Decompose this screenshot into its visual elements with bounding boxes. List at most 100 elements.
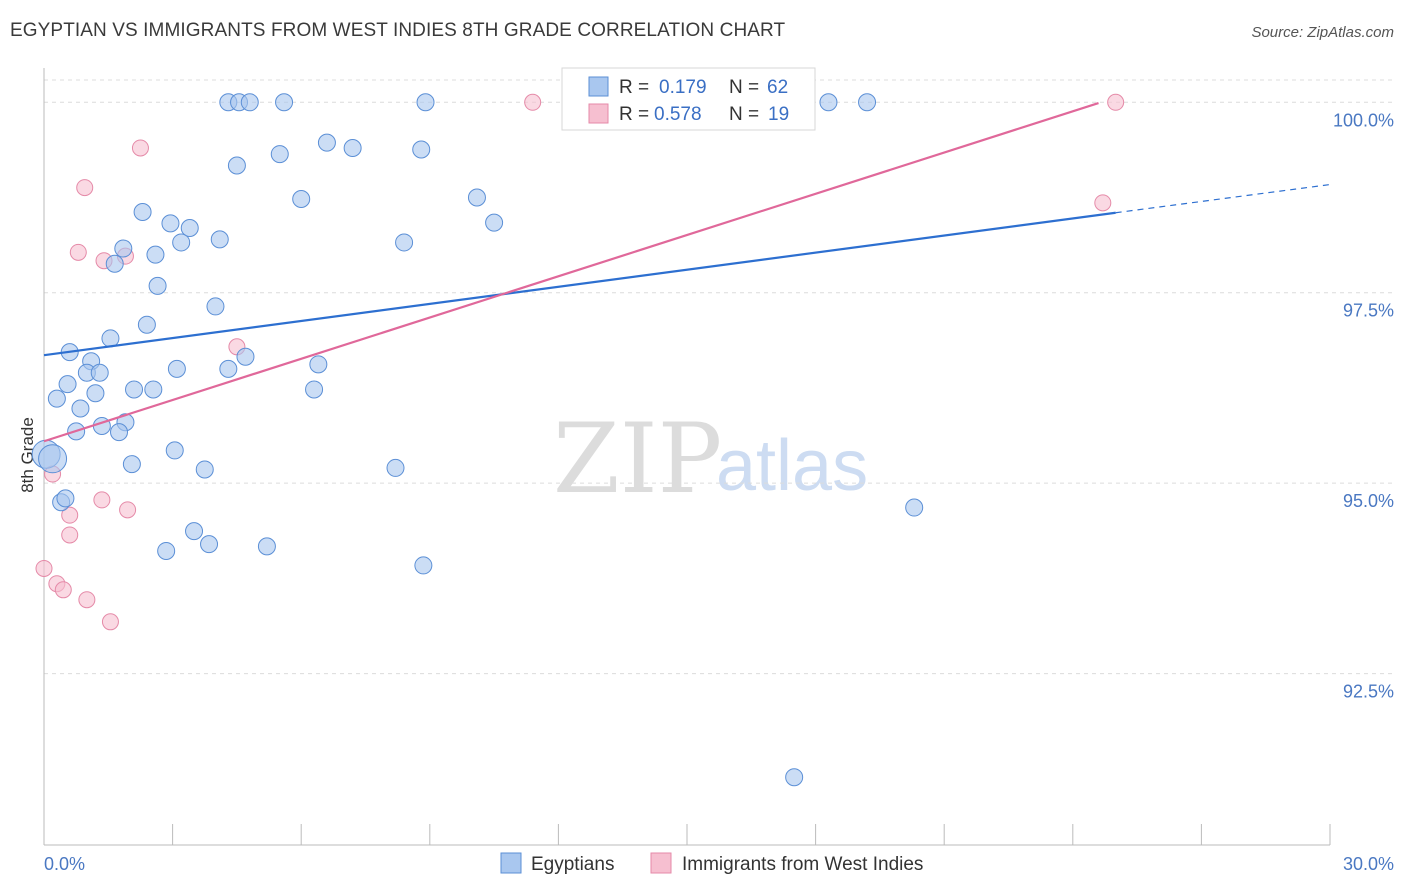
y-tick-label-1: 95.0% <box>1343 491 1394 511</box>
point-egyptians-56 <box>200 535 219 554</box>
point-egyptians-21 <box>114 239 133 258</box>
point-egyptians-12 <box>292 190 311 209</box>
point-egyptians-39 <box>144 380 163 399</box>
point-west-indies-11 <box>93 491 111 509</box>
legend-swatch-egyptians <box>588 76 609 97</box>
point-egyptians-13 <box>467 188 486 207</box>
series-egyptians-points <box>31 93 924 787</box>
point-egyptians-31 <box>90 363 109 382</box>
point-egyptians-35 <box>309 355 328 374</box>
series-legend: Egyptians Immigrants from West Indies <box>500 852 923 875</box>
point-west-indies-2 <box>131 139 149 157</box>
point-egyptians-22 <box>146 245 165 264</box>
point-egyptians-15 <box>161 214 180 233</box>
point-egyptians-17 <box>210 230 229 249</box>
point-west-indies-8 <box>1094 194 1112 212</box>
point-egyptians-41 <box>47 389 66 408</box>
point-egyptians-6 <box>858 93 877 112</box>
y-axis-label: 8th Grade <box>18 417 37 493</box>
point-egyptians-58 <box>157 541 176 560</box>
bottom-legend-label-west-indies: Immigrants from West Indies <box>682 854 923 875</box>
point-egyptians-19 <box>395 233 414 252</box>
legend-n-value-2: 19 <box>768 104 789 125</box>
point-egyptians-47 <box>165 441 184 460</box>
point-egyptians-37 <box>86 384 105 403</box>
legend-n-value-1: 62 <box>767 77 788 98</box>
point-egyptians-55 <box>185 522 204 541</box>
point-egyptians-8 <box>343 138 362 157</box>
point-egyptians-34 <box>236 347 255 366</box>
point-egyptians-7 <box>317 133 336 152</box>
point-egyptians-9 <box>412 140 431 159</box>
point-west-indies-18 <box>101 613 119 631</box>
point-egyptians-23 <box>105 254 124 273</box>
point-egyptians-32 <box>167 359 186 378</box>
point-egyptians-14 <box>133 202 152 221</box>
bottom-legend-swatch-west-indies <box>650 852 672 874</box>
point-egyptians-61 <box>56 489 75 508</box>
legend-n-label-2: N = <box>729 104 759 125</box>
point-egyptians-59 <box>414 556 433 575</box>
correlation-legend: R = 0.179 N = 62 R = 0.578 N = 19 <box>561 67 816 131</box>
point-west-indies-10 <box>61 506 79 524</box>
point-egyptians-40 <box>305 380 324 399</box>
point-egyptians-50 <box>122 455 141 474</box>
point-egyptians-18 <box>172 233 191 252</box>
point-egyptians-20 <box>485 213 504 232</box>
trend-lines <box>43 101 1331 443</box>
point-egyptians-27 <box>101 329 120 348</box>
legend-n-label-1: N = <box>729 77 759 98</box>
point-egyptians-4 <box>416 93 435 112</box>
watermark-atlas: atlas <box>716 426 868 506</box>
point-egyptians-49 <box>38 444 68 474</box>
point-egyptians-5 <box>819 93 838 112</box>
trendline-west-indies <box>43 101 1099 443</box>
y-tick-label-3: 100.0% <box>1333 110 1394 130</box>
legend-swatch-west-indies <box>588 103 609 124</box>
point-west-indies-13 <box>61 526 79 544</box>
point-egyptians-52 <box>386 458 405 477</box>
point-egyptians-26 <box>137 315 156 334</box>
point-egyptians-16 <box>180 218 199 237</box>
point-egyptians-57 <box>257 537 276 556</box>
point-west-indies-14 <box>35 559 53 577</box>
point-egyptians-3 <box>275 93 294 112</box>
point-west-indies-16 <box>54 581 72 599</box>
point-egyptians-54 <box>905 498 924 517</box>
point-west-indies-12 <box>119 501 137 519</box>
point-egyptians-38 <box>125 380 144 399</box>
point-west-indies-3 <box>76 179 94 197</box>
watermark-zip: ZIP <box>553 403 722 515</box>
y-tick-labels: 92.5% 95.0% 97.5% 100.0% <box>1333 110 1394 701</box>
point-egyptians-51 <box>195 460 214 479</box>
x-tick-label-max: 30.0% <box>1343 854 1394 874</box>
point-egyptians-33 <box>219 359 238 378</box>
point-egyptians-42 <box>71 399 90 418</box>
point-egyptians-45 <box>110 423 129 442</box>
legend-r-label-1: R = <box>619 77 649 98</box>
chart-title: EGYPTIAN VS IMMIGRANTS FROM WEST INDIES … <box>10 20 786 41</box>
point-egyptians-24 <box>148 276 167 295</box>
x-tick-label-min: 0.0% <box>44 854 85 874</box>
point-egyptians-10 <box>270 145 289 164</box>
point-west-indies-0 <box>524 93 542 111</box>
bottom-legend-label-egyptians: Egyptians <box>531 854 614 875</box>
point-west-indies-1 <box>1107 93 1125 111</box>
series-west-indies-points <box>35 93 1125 631</box>
source-credit: Source: ZipAtlas.com <box>1251 24 1394 41</box>
y-tick-label-0: 92.5% <box>1343 682 1394 702</box>
point-egyptians-25 <box>206 297 225 316</box>
bottom-legend-swatch-egyptians <box>500 852 522 874</box>
legend-r-value-1: 0.179 <box>659 77 707 98</box>
legend-r-label-2: R = <box>619 104 649 125</box>
point-egyptians-36 <box>58 375 77 394</box>
point-egyptians-60 <box>785 768 804 787</box>
point-west-indies-17 <box>78 591 96 609</box>
point-egyptians-11 <box>227 156 246 175</box>
trendline-egyptians-extension <box>1115 183 1331 214</box>
y-tick-label-2: 97.5% <box>1343 301 1394 321</box>
point-egyptians-2 <box>240 93 259 112</box>
point-west-indies-4 <box>69 243 87 261</box>
legend-r-value-2: 0.578 <box>654 104 702 125</box>
